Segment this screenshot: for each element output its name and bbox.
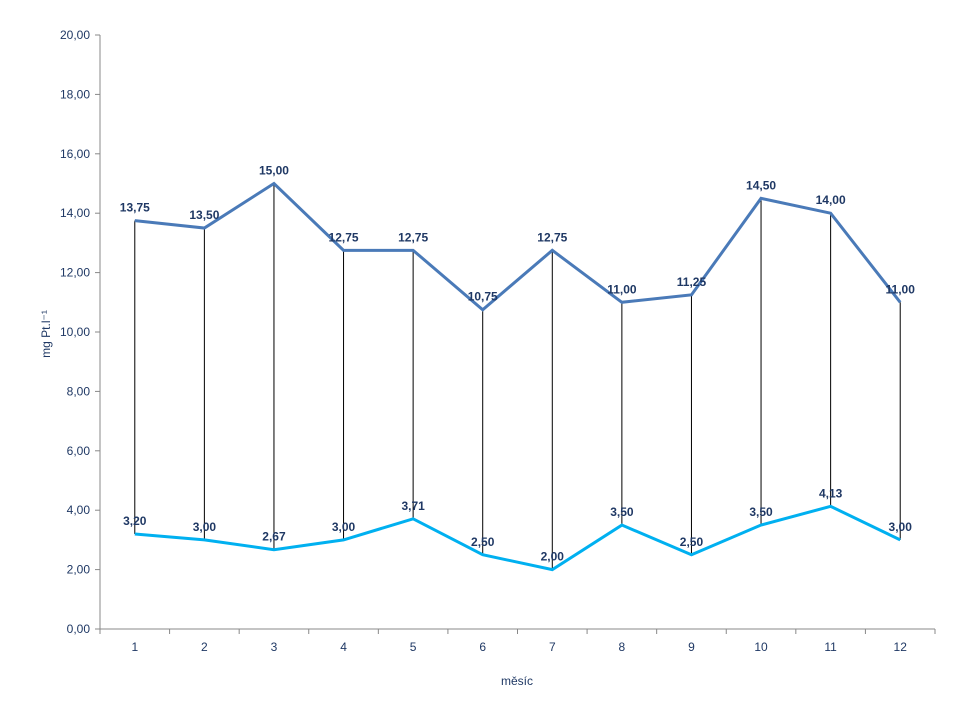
data-label: 2,67	[262, 530, 286, 544]
data-label: 3,50	[610, 505, 634, 519]
data-label: 3,50	[749, 505, 773, 519]
series-lines	[134, 181, 902, 572]
y-tick-label: 12,00	[60, 266, 90, 280]
x-tick-label: 1	[131, 640, 138, 654]
series-line-max	[134, 181, 902, 312]
data-label: 14,50	[746, 178, 776, 192]
series-line-min	[134, 504, 901, 572]
x-tick-label: 9	[688, 640, 695, 654]
data-label: 14,00	[816, 193, 846, 207]
x-tick-label: 6	[479, 640, 486, 654]
x-tick-label: 10	[754, 640, 768, 654]
y-tick-label: 4,00	[67, 503, 91, 517]
x-tick-label: 11	[824, 640, 837, 654]
data-label: 3,00	[193, 520, 217, 534]
x-tick-label: 4	[340, 640, 347, 654]
data-labels: 13,75 13,50 15,00 12,75 12,75 10,75 12,75 11,00…	[120, 164, 915, 564]
data-label: 3,71	[401, 499, 425, 513]
data-label: 3,00	[332, 520, 356, 534]
y-tick-label: 18,00	[60, 87, 90, 101]
data-label: 11,25	[677, 275, 707, 289]
x-tick-label: 5	[410, 640, 417, 654]
y-tick-label: 6,00	[67, 444, 91, 458]
y-tick-label: 14,00	[60, 206, 90, 220]
y-tick-label: 0,00	[67, 622, 91, 636]
data-label: 15,00	[259, 164, 289, 178]
x-tick-label: 3	[271, 640, 278, 654]
data-label: 2,00	[541, 550, 565, 564]
y-axis-title: mg Pt.l⁻¹	[39, 310, 53, 358]
x-tick-label: 12	[894, 640, 908, 654]
x-axis-title: měsíc	[501, 674, 533, 688]
data-label: 11,00	[607, 282, 637, 296]
x-tick-label: 8	[619, 640, 626, 654]
x-tick-label: 7	[549, 640, 556, 654]
data-label: 12,75	[329, 230, 359, 244]
hi-lo-lines	[134, 183, 901, 570]
y-tick-label: 20,00	[60, 28, 90, 42]
data-label: 3,00	[889, 520, 913, 534]
data-label: 2,50	[680, 535, 704, 549]
data-label: 13,75	[120, 201, 150, 215]
data-label: 13,50	[189, 208, 219, 222]
data-label: 4,13	[819, 486, 843, 500]
axes: 0,002,004,006,008,0010,0012,0014,0016,00…	[60, 28, 936, 654]
x-tick-label: 2	[201, 640, 208, 654]
y-tick-label: 2,00	[67, 563, 91, 577]
y-tick-label: 8,00	[67, 384, 91, 398]
y-tick-label: 10,00	[60, 325, 90, 339]
data-label: 12,75	[537, 230, 567, 244]
y-tick-label: 16,00	[60, 147, 90, 161]
data-label: 2,50	[471, 535, 495, 549]
data-label: 11,00	[886, 282, 916, 296]
data-label: 10,75	[468, 290, 498, 304]
data-label: 3,20	[123, 514, 147, 528]
data-label: 12,75	[398, 230, 428, 244]
